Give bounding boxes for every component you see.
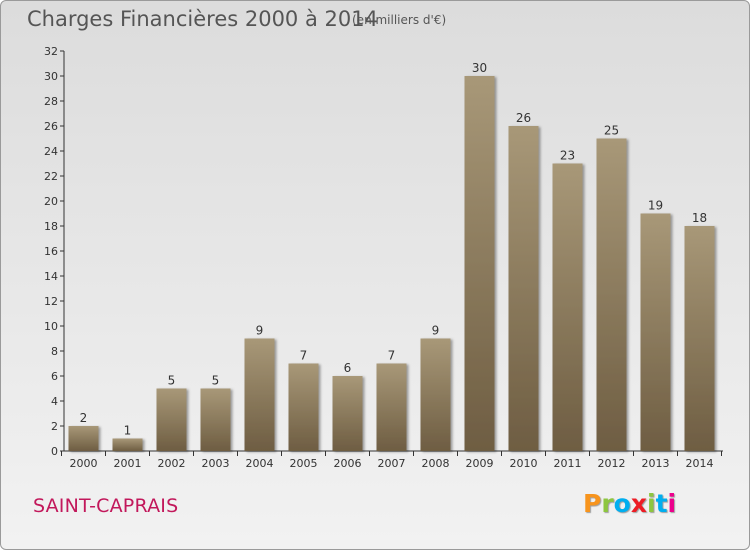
x-tick-label: 2003 <box>202 457 230 470</box>
y-tick-label: 26 <box>44 120 58 133</box>
y-tick-label: 32 <box>44 45 58 58</box>
bar-2005 <box>288 363 319 451</box>
data-label: 23 <box>560 149 575 163</box>
x-tick-label: 2002 <box>158 457 186 470</box>
data-label: 5 <box>212 374 220 388</box>
logo-letter: o <box>613 489 631 518</box>
x-tick-label: 2007 <box>378 457 406 470</box>
y-tick-label: 20 <box>44 195 58 208</box>
data-label: 2 <box>80 411 88 425</box>
logo-text: Proxiti <box>583 489 676 518</box>
logo-letter: x <box>630 489 647 518</box>
y-tick-label: 16 <box>44 245 58 258</box>
data-label: 25 <box>604 124 619 138</box>
proxiti-logo[interactable]: Proxiti <box>583 489 676 518</box>
bar-2002 <box>156 388 187 451</box>
x-tick-label: 2000 <box>70 457 98 470</box>
data-label: 30 <box>472 61 487 75</box>
y-tick-label: 4 <box>51 395 58 408</box>
x-tick-label: 2001 <box>114 457 142 470</box>
bar-2011 <box>552 163 583 451</box>
logo-letter: i <box>667 489 677 518</box>
y-tick-label: 28 <box>44 95 58 108</box>
x-tick-label: 2011 <box>554 457 582 470</box>
bar-2000 <box>68 426 99 451</box>
bar-2003 <box>200 388 231 451</box>
logo-letter: P <box>583 489 602 518</box>
x-tick-label: 2013 <box>642 457 670 470</box>
data-label: 26 <box>516 111 531 125</box>
bar-2008 <box>420 338 451 451</box>
x-tick-label: 2004 <box>246 457 274 470</box>
y-tick-label: 6 <box>51 370 58 383</box>
x-tick-label: 2009 <box>466 457 494 470</box>
data-label: 9 <box>432 324 440 338</box>
x-tick-label: 2014 <box>686 457 714 470</box>
commune-name: SAINT-CAPRAIS <box>33 495 179 517</box>
y-tick-label: 0 <box>51 445 58 458</box>
y-tick-label: 22 <box>44 170 58 183</box>
y-tick-label: 18 <box>44 220 58 233</box>
bar-2006 <box>332 376 363 451</box>
chart-title: Charges Financières 2000 à 2014 <box>27 7 378 31</box>
y-tick-label: 14 <box>44 270 58 283</box>
y-tick-label: 8 <box>51 345 58 358</box>
bar-2013 <box>640 213 671 451</box>
data-label: 5 <box>168 374 176 388</box>
bar-2007 <box>376 363 407 451</box>
data-label: 1 <box>124 424 132 438</box>
data-label: 7 <box>300 349 308 363</box>
data-label: 9 <box>256 324 264 338</box>
data-label: 19 <box>648 199 663 213</box>
y-tick-label: 30 <box>44 70 58 83</box>
bar-2010 <box>508 126 539 451</box>
bar-2009 <box>464 76 495 451</box>
chart-subtitle: (en milliers d'€) <box>352 13 447 27</box>
logo-letter: i <box>647 489 656 518</box>
y-tick-label: 2 <box>51 420 58 433</box>
bar-2014 <box>684 226 715 451</box>
y-tick-label: 24 <box>44 145 58 158</box>
bar-2001 <box>112 438 143 451</box>
bar-2012 <box>596 138 627 451</box>
data-label: 18 <box>692 211 707 225</box>
x-tick-label: 2006 <box>334 457 362 470</box>
x-tick-label: 2005 <box>290 457 318 470</box>
data-label: 6 <box>344 361 352 375</box>
x-tick-label: 2008 <box>422 457 450 470</box>
x-tick-label: 2010 <box>510 457 538 470</box>
y-tick-label: 10 <box>44 320 58 333</box>
x-tick-label: 2012 <box>598 457 626 470</box>
y-tick-label: 12 <box>44 295 58 308</box>
data-label: 7 <box>388 349 396 363</box>
bar-2004 <box>244 338 275 451</box>
logo-letter: t <box>655 489 668 518</box>
logo-letter: r <box>601 489 614 518</box>
